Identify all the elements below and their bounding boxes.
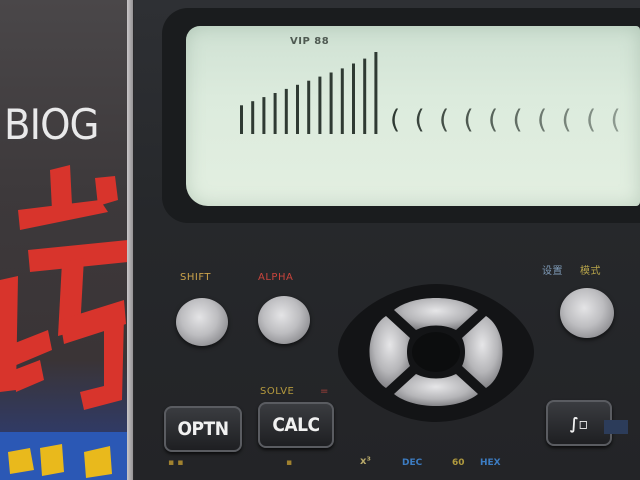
solve-equals-label: = xyxy=(320,386,329,397)
lcd-arrow-mark: ( xyxy=(586,105,596,135)
book-title: BIOG xyxy=(4,100,100,149)
lcd-level-bar xyxy=(340,68,344,134)
lcd-arrow-mark: ( xyxy=(439,105,449,135)
lcd-level-bar xyxy=(273,93,277,134)
lcd-level-bar xyxy=(374,52,378,134)
solve-key-label: SOLVE xyxy=(260,386,295,397)
sixty-label: 60 xyxy=(452,458,465,468)
calc-button[interactable]: CALC xyxy=(258,402,334,448)
book-spine-edge xyxy=(127,0,133,480)
four-way-cursor-icon[interactable] xyxy=(334,280,538,426)
lcd-display: VIP 88 ( ( ( ( ( ( ( ( ( ( xyxy=(186,26,640,206)
dpad-right-button[interactable] xyxy=(462,316,503,388)
lcd-level-bar xyxy=(296,84,299,134)
blue-key-label-strip xyxy=(604,420,628,434)
lcd-level-bar xyxy=(262,97,266,134)
lcd-arrow-mark: ( xyxy=(464,105,474,135)
lcd-arrow-mark: ( xyxy=(611,105,621,135)
x-cubed-label: x³ xyxy=(360,456,371,467)
shift-key-label: SHIFT xyxy=(180,272,212,283)
lcd-arrow-mark: ( xyxy=(513,105,523,135)
lcd-level-bar xyxy=(363,58,367,134)
shift-button[interactable] xyxy=(176,298,228,346)
dpad-down-button[interactable] xyxy=(394,374,478,406)
dpad-up-button[interactable] xyxy=(394,298,478,330)
secondary-label-1: ▪ ▪ xyxy=(168,458,184,468)
lcd-status-indicator: VIP 88 xyxy=(290,36,330,47)
lcd-level-bar xyxy=(352,63,355,134)
lcd-level-bar xyxy=(318,76,322,134)
lcd-segments: ( ( ( ( ( ( ( ( ( ( xyxy=(240,52,621,135)
lcd-arrow-mark: ( xyxy=(488,105,498,135)
lcd-level-bar xyxy=(240,105,243,134)
lcd-level-bar xyxy=(329,72,333,134)
hex-label: HEX xyxy=(480,458,501,468)
calculator-body: VIP 88 ( ( ( ( ( ( ( ( ( ( SHIFT ALPHA 设置 模式 SOLV… xyxy=(134,0,640,480)
alpha-key-label: ALPHA xyxy=(258,272,294,283)
optn-button[interactable]: OPTN xyxy=(164,406,242,452)
mode-key-label: 模式 xyxy=(580,266,601,277)
lcd-level-bar xyxy=(251,101,255,134)
lcd-level-bar xyxy=(284,88,288,134)
lcd-level-bar xyxy=(307,80,311,134)
dec-label: DEC xyxy=(402,458,423,468)
lcd-arrow-mark: ( xyxy=(415,105,425,135)
mode-button[interactable] xyxy=(560,288,614,338)
lcd-arrow-mark: ( xyxy=(390,105,400,135)
integral-button[interactable]: ∫▫ xyxy=(546,400,612,446)
setup-key-label: 设置 xyxy=(542,266,563,277)
lcd-arrow-mark: ( xyxy=(562,105,572,135)
secondary-label-2: ▪ xyxy=(286,458,293,468)
book-cover-art xyxy=(0,165,133,480)
alpha-button[interactable] xyxy=(258,296,310,344)
dpad-left-button[interactable] xyxy=(369,316,411,388)
book-cover: BIOG xyxy=(0,0,133,480)
lcd-arrow-mark: ( xyxy=(537,105,547,135)
